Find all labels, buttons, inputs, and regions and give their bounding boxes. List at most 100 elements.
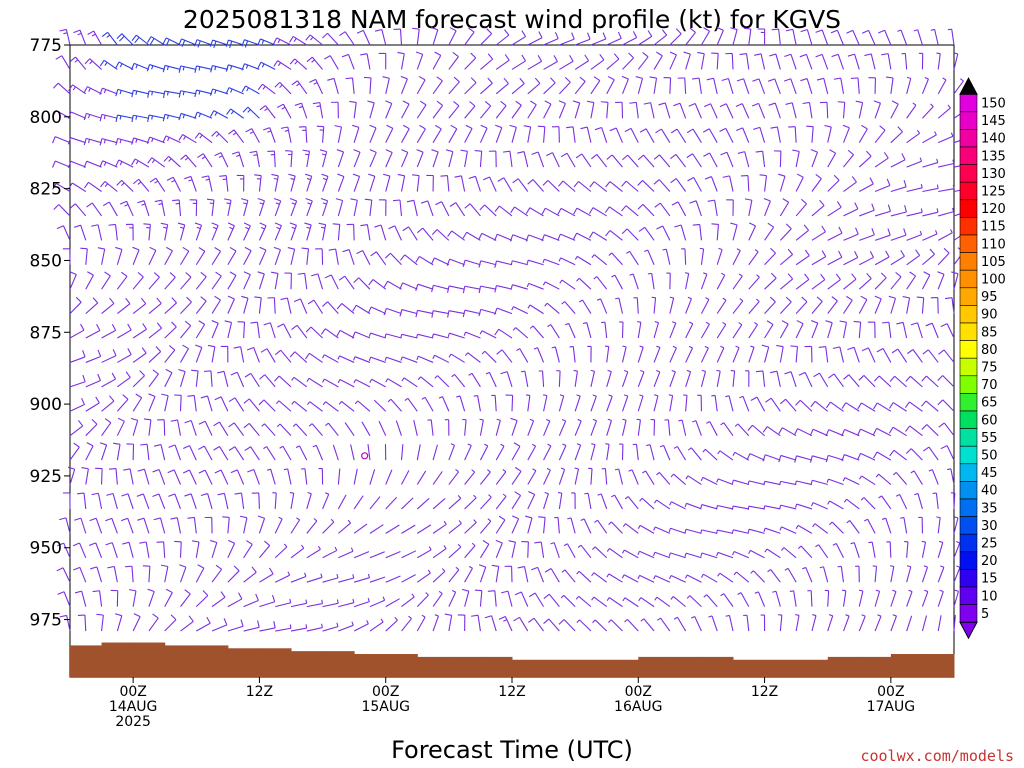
- wind-barb: [421, 396, 434, 412]
- wind-barb: [353, 620, 369, 632]
- wind-barb: [59, 517, 71, 534]
- wind-barb: [187, 516, 197, 534]
- wind-barb: [590, 53, 605, 70]
- wind-barb: [227, 246, 237, 266]
- colorbar-tick-label: 45: [981, 466, 998, 481]
- colorbar-tick-label: 120: [981, 202, 1006, 217]
- wind-barb: [621, 574, 639, 583]
- wind-barb: [906, 129, 921, 144]
- wind-barb: [681, 248, 687, 265]
- colorbar-swatch: [959, 269, 978, 289]
- wind-barb: [478, 564, 487, 583]
- wind-barb: [767, 78, 781, 95]
- wind-barb: [209, 539, 218, 558]
- wind-barb: [574, 54, 590, 70]
- wind-barb: [400, 356, 418, 363]
- credit-text[interactable]: coolwx.com/models: [860, 747, 1014, 765]
- wind-barb: [829, 521, 844, 534]
- wind-barb: [432, 100, 444, 119]
- wind-barb: [922, 230, 938, 241]
- wind-barb: [937, 104, 951, 119]
- wind-barb: [855, 100, 864, 119]
- wind-barb: [778, 454, 797, 463]
- wind-barb: [558, 467, 566, 485]
- wind-barb: [444, 613, 453, 632]
- wind-barb: [263, 322, 276, 339]
- wind-barb: [621, 394, 629, 412]
- wind-barb: [337, 355, 355, 363]
- wind-barb: [764, 320, 774, 339]
- wind-barb: [257, 38, 276, 46]
- wind-barb: [699, 247, 705, 265]
- wind-barb: [250, 321, 260, 339]
- wind-barb: [338, 275, 355, 290]
- wind-barb: [628, 469, 639, 485]
- wind-barb: [99, 138, 118, 146]
- wind-barb: [874, 125, 886, 144]
- wind-barb: [904, 401, 923, 412]
- wind-barb: [921, 565, 929, 583]
- wind-barb: [653, 575, 671, 583]
- wind-barb: [922, 248, 935, 266]
- chart-title: 2025081318 NAM forecast wind profile (kt…: [183, 5, 841, 34]
- wind-barb: [953, 540, 961, 558]
- wind-barb: [743, 27, 752, 46]
- wind-barb: [434, 375, 450, 388]
- wind-barb: [778, 173, 786, 192]
- wind-barb: [68, 84, 87, 95]
- colorbar-tick-label: 130: [981, 167, 1006, 182]
- wind-barb: [873, 375, 892, 388]
- wind-barb: [480, 494, 492, 510]
- wind-barb: [345, 77, 355, 94]
- wind-barb: [815, 29, 829, 46]
- wind-barb: [479, 124, 488, 143]
- wind-barb: [859, 228, 875, 241]
- wind-barb: [257, 83, 276, 95]
- wind-barb: [227, 295, 235, 314]
- colorbar-tick-label: 5: [981, 607, 989, 622]
- wind-barb: [658, 102, 671, 119]
- wind-barb: [517, 565, 529, 583]
- wind-barb: [777, 614, 783, 632]
- wind-barb: [858, 124, 868, 143]
- wind-barb: [306, 545, 321, 559]
- wind-barb: [559, 32, 575, 46]
- wind-barb: [716, 504, 734, 510]
- wind-barb: [478, 260, 497, 268]
- colorbar-swatch: [959, 322, 978, 341]
- wind-barb: [534, 541, 545, 558]
- wind-barb: [651, 296, 657, 314]
- wind-barb: [589, 181, 608, 192]
- wind-barb: [243, 222, 251, 241]
- wind-barb: [653, 526, 671, 534]
- wind-barb: [906, 76, 912, 94]
- wind-barb: [69, 397, 86, 412]
- wind-barb: [763, 197, 771, 217]
- wind-barb: [505, 394, 514, 412]
- wind-barb: [811, 225, 826, 241]
- wind-barb: [859, 475, 876, 485]
- wind-barb: [101, 31, 118, 46]
- wind-barb: [621, 180, 639, 192]
- wind-barb: [779, 480, 797, 486]
- wind-barb: [494, 260, 513, 268]
- wind-barb: [322, 622, 339, 632]
- wind-barb: [349, 100, 357, 119]
- y-tick-label: 800: [30, 108, 62, 128]
- wind-barb: [242, 106, 260, 119]
- wind-barb: [59, 614, 71, 632]
- wind-barb: [690, 616, 702, 632]
- wind-barb: [558, 180, 576, 192]
- wind-barb: [432, 498, 446, 510]
- wind-barb: [670, 473, 687, 485]
- terrain-segment: [512, 659, 545, 677]
- wind-barb: [170, 517, 182, 534]
- wind-barb: [131, 137, 150, 145]
- wind-barb: [263, 446, 276, 461]
- wind-barb: [338, 621, 354, 632]
- wind-barb: [711, 52, 719, 70]
- terrain-segment: [669, 656, 702, 677]
- wind-barb: [132, 178, 150, 192]
- wind-barb: [910, 322, 923, 339]
- wind-barb: [166, 176, 181, 192]
